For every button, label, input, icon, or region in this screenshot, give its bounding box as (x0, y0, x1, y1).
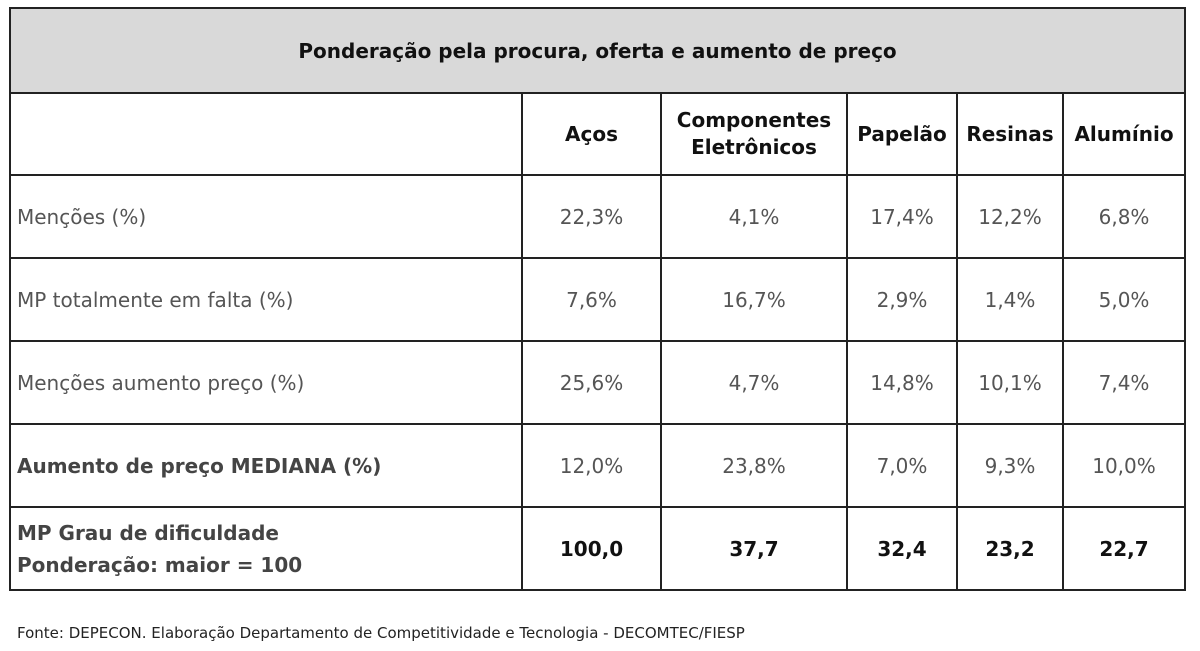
cell-aumento-papelao: 14,8% (846, 340, 958, 425)
header-componentes-eletronicos: Componentes Eletrônicos (660, 92, 848, 176)
source-footnote: Fonte: DEPECON. Elaboração Departamento … (17, 624, 745, 642)
cell-mediana-aluminio: 10,0% (1061, 423, 1187, 508)
row-label-mp-falta: MP totalmente em falta (%) (9, 257, 523, 342)
cell-aumento-acos: 25,6% (521, 340, 662, 425)
cell-mencoes-papelao: 17,4% (846, 174, 958, 259)
cell-mencoes-componentes: 4,1% (660, 174, 848, 259)
row-label-mencoes: Menções (%) (9, 174, 523, 259)
header-acos: Aços (521, 92, 662, 176)
table-title: Ponderação pela procura, oferta e aument… (8, 7, 1187, 94)
row-label-mediana: Aumento de preço MEDIANA (%) (9, 423, 523, 508)
header-empty-cell (9, 92, 523, 176)
cell-grau-resinas: 23,2 (956, 506, 1064, 591)
header-aluminio: Alumínio (1061, 92, 1187, 176)
cell-aumento-aluminio: 7,4% (1061, 340, 1187, 425)
cell-aumento-resinas: 10,1% (956, 340, 1064, 425)
cell-falta-papelao: 2,9% (846, 257, 958, 342)
cell-mediana-acos: 12,0% (521, 423, 662, 508)
cell-grau-acos: 100,0 (521, 506, 662, 591)
cell-mediana-componentes: 23,8% (660, 423, 848, 508)
data-table-container: Ponderação pela procura, oferta e aument… (8, 7, 1187, 591)
row-label-grau-line1: MP Grau de dificuldade (17, 520, 279, 545)
ponderacao-table: Ponderação pela procura, oferta e aument… (8, 7, 1187, 591)
header-resinas: Resinas (956, 92, 1064, 176)
cell-falta-resinas: 1,4% (956, 257, 1064, 342)
cell-grau-componentes: 37,7 (660, 506, 848, 591)
row-label-grau-line2: Ponderação: maior = 100 (17, 552, 303, 577)
row-label-grau-dificuldade: MP Grau de dificuldade Ponderação: maior… (9, 506, 523, 591)
cell-mencoes-resinas: 12,2% (956, 174, 1064, 259)
cell-mediana-papelao: 7,0% (846, 423, 958, 508)
row-label-mencoes-aumento: Menções aumento preço (%) (9, 340, 523, 425)
cell-falta-aluminio: 5,0% (1061, 257, 1187, 342)
cell-aumento-componentes: 4,7% (660, 340, 848, 425)
cell-grau-aluminio: 22,7 (1061, 506, 1187, 591)
cell-grau-papelao: 32,4 (846, 506, 958, 591)
cell-mediana-resinas: 9,3% (956, 423, 1064, 508)
header-papelao: Papelão (846, 92, 958, 176)
cell-mencoes-aluminio: 6,8% (1061, 174, 1187, 259)
cell-falta-acos: 7,6% (521, 257, 662, 342)
cell-mencoes-acos: 22,3% (521, 174, 662, 259)
cell-falta-componentes: 16,7% (660, 257, 848, 342)
